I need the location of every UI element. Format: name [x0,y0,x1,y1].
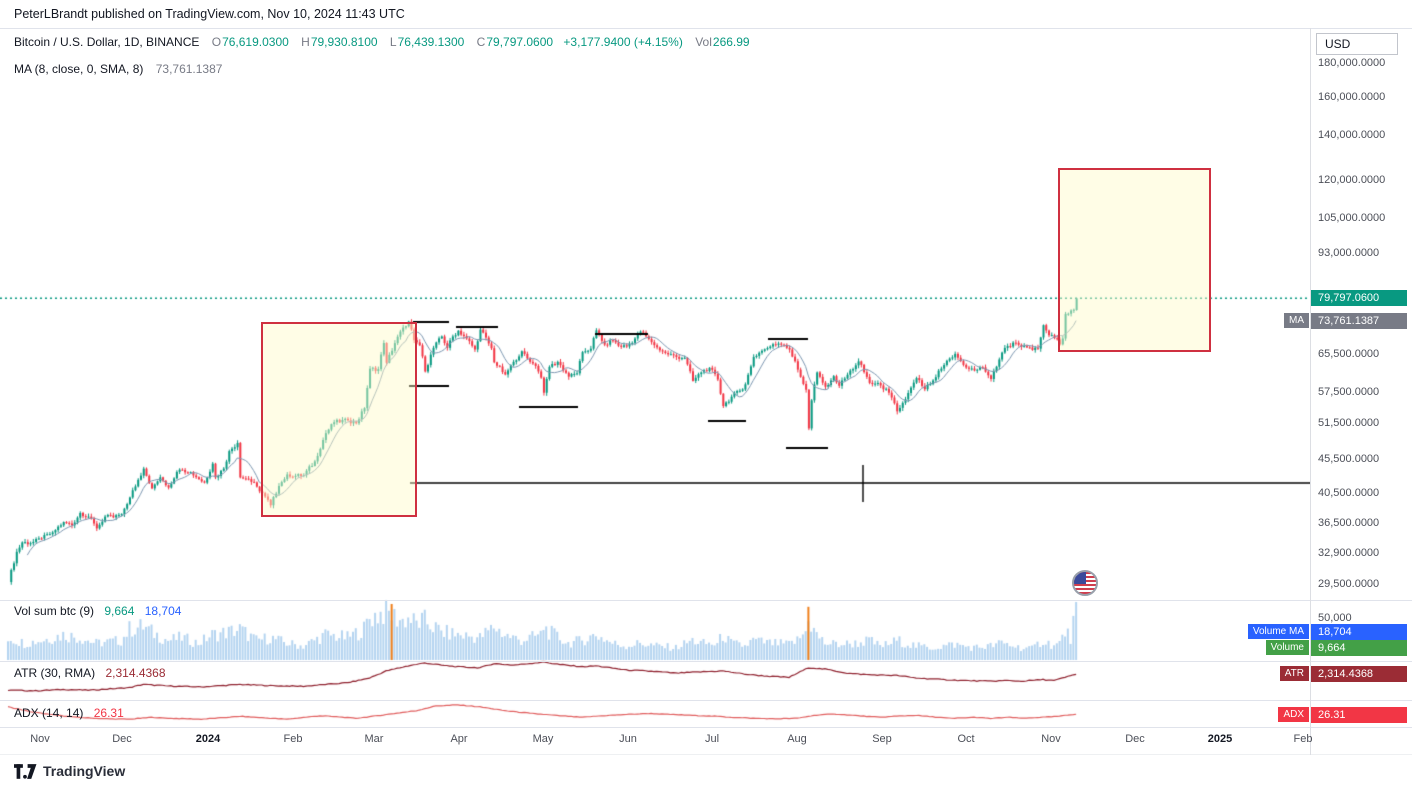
currency-selector[interactable]: USD [1316,33,1398,55]
pane-separator-adx [0,700,1412,701]
time-axis-label: Oct [957,733,975,745]
ohlc-low: L76,439.1300 [390,35,464,49]
volume-badge: 9,664 [1311,640,1407,656]
volume-pane-legend: Vol sum btc (9) 9,664 18,704 [14,604,181,618]
time-axis-label: Jun [619,733,637,745]
ma-indicator-title: MA (8, close, 0, SMA, 8) [14,62,144,76]
footer-bar: TradingView [0,755,1412,787]
time-axis-label: Nov [1041,733,1061,745]
volume-label: Vol [695,35,712,49]
volume-axis-tag: Volume [1265,640,1309,655]
price-axis-label: 45,500.0000 [1318,453,1380,466]
footer-separator [0,754,1412,755]
ma-axis-tag: MA [1284,312,1309,328]
ma-indicator-value: 73,761.1387 [155,62,223,76]
price-chart-canvas[interactable] [0,28,1310,755]
open-label: O [211,35,222,49]
ohlc-open: O76,619.0300 [212,35,289,49]
low-label: L [389,35,397,49]
tradingview-logo[interactable]: TradingView [14,763,125,779]
volume-group: Vol266.99 [695,35,749,49]
ma-legend: MA (8, close, 0, SMA, 8) 73,761.1387 [14,62,222,76]
price-axis-label: 36,500.0000 [1318,516,1380,529]
volume-ma-axis-tag: Volume MA [1247,624,1309,639]
time-axis-label: May [532,733,554,745]
price-axis-label: 120,000.0000 [1318,173,1386,186]
price-axis-label: 40,500.0000 [1318,486,1380,499]
high-label: H [301,35,310,49]
us-flag-icon [1072,570,1098,596]
ohlc-close: C79,797.0600 [477,35,553,49]
time-axis-label: 2025 [1207,733,1233,745]
adx-indicator-title: ADX (14, 14) [14,706,84,720]
us-flag-canton [1074,572,1086,584]
time-axis-label: Dec [112,733,132,745]
volume-ma-legend-value: 18,704 [144,604,182,618]
volume-indicator-title: Vol sum btc (9) [14,604,95,618]
atr-indicator-title: ATR (30, RMA) [14,666,96,680]
adx-indicator-value: 26.31 [93,706,124,720]
time-axis-label: Sep [872,733,892,745]
attribution-text: PeterLBrandt published on TradingView.co… [14,7,405,21]
atr-pane-legend: ATR (30, RMA) 2,314.4368 [14,666,166,680]
volume-sum-value: 9,664 [104,604,135,618]
pane-separator-volume [0,600,1412,601]
attribution-bar: PeterLBrandt published on TradingView.co… [0,0,1412,28]
time-axis-label: Dec [1125,733,1145,745]
time-axis-label: Aug [787,733,807,745]
time-axis-label: Jul [704,733,720,745]
price-axis-label: 57,500.0000 [1318,385,1380,398]
atr-badge: 2,314.4368 [1311,666,1407,682]
time-axis-label: Feb [283,733,303,745]
ma-value-badge: 73,761.1387 [1311,312,1407,329]
last-price-badge: 79,797.0600 [1311,290,1407,307]
atr-axis-tag: ATR [1279,666,1309,681]
pane-separator-atr [0,661,1412,662]
time-axis-label: 2024 [195,733,221,745]
low-value: 76,439.1300 [397,35,465,49]
adx-badge: 26.31 [1311,707,1407,723]
ohlc-high: H79,930.8100 [301,35,377,49]
price-axis-label: 29,500.0000 [1318,577,1380,590]
open-value: 76,619.0300 [222,35,289,49]
time-axis-label: Feb [1293,733,1313,745]
symbol-title: Bitcoin / U.S. Dollar, 1D, BINANCE [14,35,200,49]
volume-axis-label: 50,000 [1318,612,1352,624]
close-label: C [476,35,486,49]
time-axis-label: Nov [30,733,50,745]
price-axis-label: 93,000.0000 [1318,247,1380,260]
price-axis-label: 160,000.0000 [1318,90,1386,103]
atr-indicator-value: 2,314.4368 [105,666,166,680]
high-value: 79,930.8100 [310,35,378,49]
tradingview-logo-text: TradingView [43,763,126,779]
time-axis-label: Mar [364,733,384,745]
adx-axis-tag: ADX [1278,707,1309,722]
price-axis-label: 65,500.0000 [1318,348,1380,361]
price-axis-label: 140,000.0000 [1318,129,1386,142]
time-axis-label: Apr [450,733,468,745]
time-axis-separator [0,727,1412,728]
adx-pane-legend: ADX (14, 14) 26.31 [14,706,124,720]
time-axis: Nov Dec 2024 Feb Mar Apr May Jun Jul Aug Sep Oct Nov… [0,733,1312,753]
volume-value: 266.99 [712,35,750,49]
symbol-legend: Bitcoin / U.S. Dollar, 1D, BINANCE O76,6… [14,35,750,49]
volume-ma-badge: 18,704 [1311,624,1407,640]
change-value: +3,177.9400 (+4.15%) [563,35,683,49]
price-axis-label: 105,000.0000 [1318,212,1386,225]
price-axis-label: 32,900.0000 [1318,546,1380,559]
header-separator [0,28,1412,29]
close-value: 79,797.0600 [486,35,554,49]
tradingview-logo-icon [14,763,37,779]
price-axis-label: 180,000.0000 [1318,56,1386,69]
price-axis-label: 51,500.0000 [1318,417,1380,430]
price-axis-separator [1310,28,1311,755]
